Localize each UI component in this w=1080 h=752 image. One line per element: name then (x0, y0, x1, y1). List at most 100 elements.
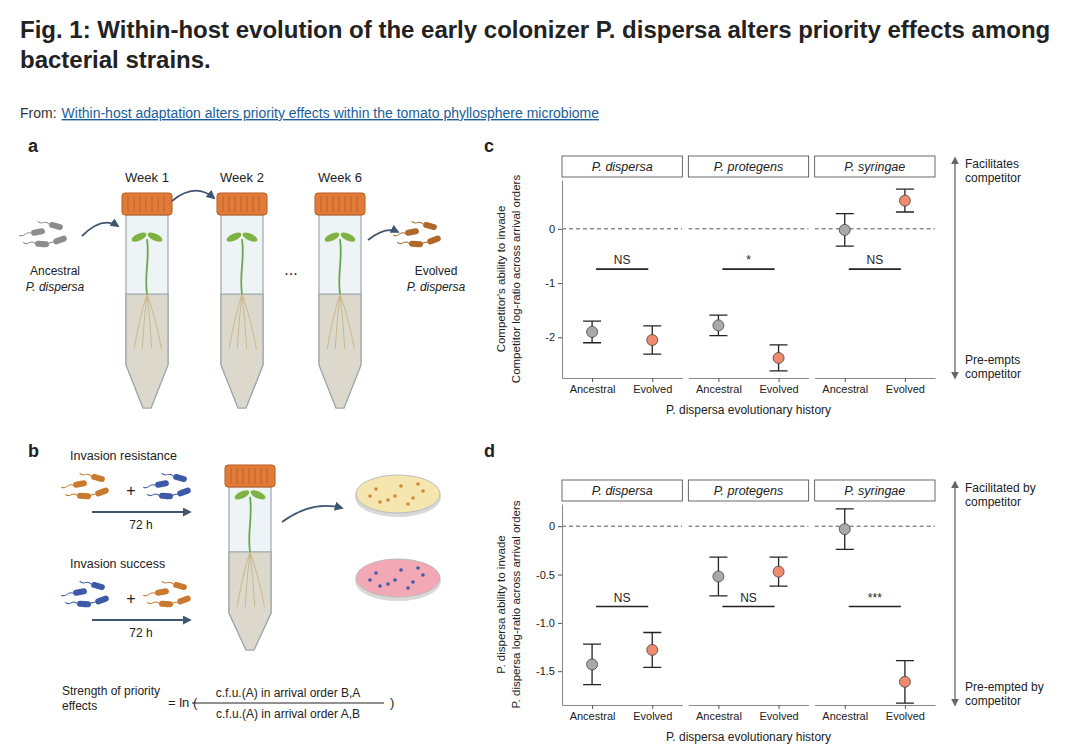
error-bar-cap (770, 344, 788, 345)
x-tick: Evolved (886, 705, 925, 722)
bacterium-body (94, 487, 109, 497)
facet-strip (562, 156, 682, 177)
colony (368, 494, 372, 498)
x-tick: Ancestral (570, 705, 616, 722)
arrow (92, 619, 190, 621)
x-tick-mark (592, 705, 593, 709)
plot-area (688, 229, 808, 371)
annotation-top: Facilitated bycompetitor (965, 481, 1036, 509)
x-axis-line (689, 378, 809, 379)
point (587, 326, 598, 337)
tube-cap (217, 193, 267, 215)
cap-ridge (229, 196, 230, 212)
bacterium-body (409, 240, 423, 247)
text-line: Fig. 1: Within-host evolution of the ear… (20, 16, 1050, 43)
y-title: Competitor's ability to invadeCompetitor… (495, 175, 522, 384)
x-axis-line (563, 705, 683, 706)
colony (374, 487, 378, 491)
error-bar-cap (896, 189, 914, 190)
direction-arrow (954, 482, 955, 705)
text-line: Facilitates (965, 157, 1019, 171)
week-label: Week 1 (125, 170, 169, 185)
error-bar-cap (709, 314, 727, 315)
formula-close: ) (390, 695, 394, 710)
point (839, 524, 850, 535)
cap-ridge (235, 196, 236, 212)
x-axis: Ancestral Evolved (815, 705, 935, 722)
root (229, 294, 242, 349)
x-tick-label: Ancestral (822, 710, 868, 722)
facet-title: P. syringae (844, 160, 905, 174)
text-line: competitor (965, 694, 1021, 708)
error-bar-cap (643, 632, 661, 633)
cap-ridge (333, 196, 334, 212)
bacterium-flagellum (61, 592, 73, 596)
bacterium-flagellum (166, 601, 178, 607)
error-bar (643, 326, 661, 354)
stem (249, 497, 251, 552)
x-tick-label: Evolved (633, 710, 672, 722)
tube (315, 193, 365, 408)
root (327, 294, 340, 349)
week-label: Week 2 (220, 170, 264, 185)
annotation-bottom: Pre-empted bycompetitor (965, 680, 1044, 708)
error-bar-cap (583, 320, 601, 321)
bacterium-flagellum (397, 241, 409, 244)
x-tick: Evolved (760, 705, 799, 722)
y-tick: -1.0 (536, 617, 562, 629)
leaf (130, 230, 147, 243)
facet-strip (688, 156, 808, 177)
error-bar (770, 345, 788, 371)
reference-line (688, 526, 808, 527)
petri-dish (355, 559, 441, 601)
bacterium-flagellum (42, 241, 54, 247)
point (899, 676, 910, 687)
x-axis-line (689, 705, 809, 706)
tube-medium (229, 552, 271, 650)
source-link[interactable]: Within-host adaptation alters priority e… (62, 105, 600, 121)
panel-letter: d (484, 441, 495, 461)
cap-ridge (345, 196, 346, 212)
cap-ridge (259, 196, 260, 212)
bacterium-flagellum (147, 601, 159, 604)
reference-line (815, 526, 935, 527)
error-bar-cap (643, 325, 661, 326)
bacterium-body (77, 600, 91, 607)
cap-ridge (261, 468, 262, 484)
cap-ridge (223, 196, 224, 212)
error-bar-cap (709, 595, 727, 596)
plus: + (126, 590, 135, 607)
dish-agar (356, 475, 440, 513)
figure: Fig. 1: Within-host evolution of the ear… (0, 0, 1080, 752)
text-line: competitor (965, 495, 1021, 509)
bacterium-flagellum (84, 601, 96, 607)
x-tick-mark (652, 378, 653, 382)
bacterium-body (35, 240, 49, 247)
cap-ridge (249, 468, 250, 484)
y-tick-label: -1.5 (536, 665, 555, 677)
significance-bar (596, 268, 648, 270)
significance-bar (722, 606, 774, 608)
fraction-bar (192, 703, 384, 704)
significance-label: * (746, 253, 751, 267)
point (773, 352, 784, 363)
y-tick: -2 (545, 331, 562, 343)
x-tick-mark (845, 378, 846, 382)
tube (225, 465, 275, 650)
y-tick-label: -1 (545, 277, 555, 289)
plot-area (815, 509, 935, 703)
y-tick-mark (558, 283, 562, 284)
bacterium-flagellum (61, 484, 73, 488)
root (245, 552, 250, 607)
cap-ridge (164, 196, 165, 212)
x-tick-label: Ancestral (696, 383, 742, 395)
x-tick-mark (905, 705, 906, 709)
x-axis-line (815, 378, 935, 379)
x-tick: Evolved (886, 378, 925, 395)
annotation-top: Facilitatescompetitor (965, 157, 1021, 185)
error-bar (709, 557, 727, 596)
error-bar-cap (770, 556, 788, 557)
plot-area (562, 229, 682, 354)
bacterium-flagellum (411, 220, 423, 225)
error-bar-cap (709, 556, 727, 557)
